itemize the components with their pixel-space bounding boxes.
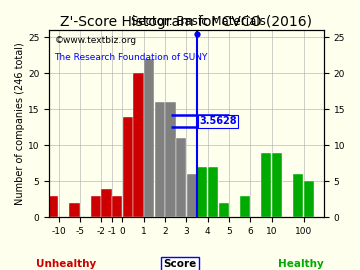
Bar <box>123 117 133 217</box>
Text: Sector: Basic Materials: Sector: Basic Materials <box>131 15 265 28</box>
Text: 3.5628: 3.5628 <box>199 116 237 126</box>
Bar <box>112 196 122 217</box>
Text: Score: Score <box>163 259 197 269</box>
Bar <box>304 181 314 217</box>
Y-axis label: Number of companies (246 total): Number of companies (246 total) <box>15 42 25 205</box>
Bar <box>69 203 80 217</box>
Text: Unhealthy: Unhealthy <box>36 259 96 269</box>
Bar <box>165 102 176 217</box>
Text: Healthy: Healthy <box>278 259 324 269</box>
Bar <box>293 174 303 217</box>
Text: ©www.textbiz.org: ©www.textbiz.org <box>54 36 137 45</box>
Text: The Research Foundation of SUNY: The Research Foundation of SUNY <box>54 53 208 62</box>
Bar <box>261 153 271 217</box>
Title: Z'-Score Histogram for CVCO (2016): Z'-Score Histogram for CVCO (2016) <box>60 15 312 29</box>
Bar <box>155 102 165 217</box>
Bar <box>91 196 101 217</box>
Bar <box>197 167 207 217</box>
Bar <box>102 188 112 217</box>
Bar <box>219 203 229 217</box>
Bar <box>240 196 250 217</box>
Bar <box>48 196 58 217</box>
Bar <box>176 138 186 217</box>
Bar <box>133 73 144 217</box>
Bar <box>186 174 197 217</box>
Bar <box>208 167 218 217</box>
Bar <box>144 59 154 217</box>
Bar <box>272 153 282 217</box>
